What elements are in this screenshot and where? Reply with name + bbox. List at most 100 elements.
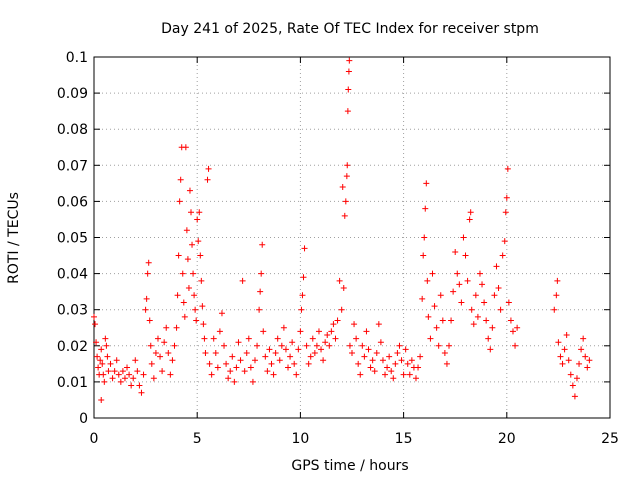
data-point (474, 313, 481, 320)
data-point (186, 187, 193, 194)
data-point (237, 357, 244, 364)
data-point (180, 299, 187, 306)
data-point (324, 331, 331, 338)
y-tick-label: 0.03 (57, 303, 88, 319)
data-point (332, 335, 339, 342)
data-point (365, 346, 372, 353)
data-point (369, 357, 376, 364)
x-tick-label: 20 (498, 431, 516, 447)
data-point (398, 357, 405, 364)
y-tick-label: 0.08 (57, 122, 88, 138)
data-point (460, 234, 467, 241)
data-point (420, 252, 427, 259)
data-point (503, 194, 510, 201)
data-point (175, 252, 182, 259)
data-point (274, 335, 281, 342)
data-point (313, 342, 320, 349)
data-point (322, 339, 329, 346)
y-tick-label: 0.04 (57, 267, 88, 283)
x-tick-label: 15 (395, 431, 413, 447)
data-point (514, 324, 521, 331)
data-point (216, 328, 223, 335)
data-point (205, 165, 212, 172)
data-point (94, 353, 101, 360)
data-point (173, 324, 180, 331)
data-point (270, 371, 277, 378)
data-point (280, 324, 287, 331)
data-point (582, 353, 589, 360)
data-point (493, 263, 500, 270)
data-point (563, 331, 570, 338)
data-point (384, 364, 391, 371)
data-point (446, 342, 453, 349)
data-point (182, 144, 189, 151)
data-point (472, 292, 479, 299)
data-point (101, 378, 108, 385)
data-point (392, 360, 399, 367)
data-point (196, 209, 203, 216)
data-point (443, 360, 450, 367)
data-point (297, 328, 304, 335)
data-point (256, 306, 263, 313)
y-tick-label: 0.05 (57, 231, 88, 247)
data-point (400, 371, 407, 378)
data-point (266, 346, 273, 353)
data-point (576, 360, 583, 367)
data-point (505, 299, 512, 306)
data-point (435, 342, 442, 349)
data-point (295, 346, 302, 353)
data-point (425, 313, 432, 320)
data-point (344, 108, 351, 115)
data-point (504, 165, 511, 172)
data-point (466, 216, 473, 223)
data-point (291, 360, 298, 367)
y-tick-label: 0.1 (66, 50, 88, 66)
data-point (102, 335, 109, 342)
y-tick-label: 0 (79, 411, 88, 427)
data-point (107, 360, 114, 367)
data-point (176, 198, 183, 205)
data-point (287, 353, 294, 360)
data-point (355, 360, 362, 367)
data-point (419, 295, 426, 302)
data-point (157, 353, 164, 360)
data-point (456, 281, 463, 288)
data-point (231, 378, 238, 385)
data-point (138, 389, 145, 396)
data-point (167, 371, 174, 378)
data-point (198, 277, 205, 284)
data-point (458, 299, 465, 306)
data-point (100, 371, 107, 378)
data-point (489, 324, 496, 331)
data-point (408, 357, 415, 364)
data-point (464, 277, 471, 284)
data-point (491, 292, 498, 299)
data-point (578, 346, 585, 353)
data-point (305, 360, 312, 367)
data-point (433, 324, 440, 331)
data-point (303, 342, 310, 349)
data-point (483, 317, 490, 324)
data-point (206, 360, 213, 367)
data-point (289, 339, 296, 346)
data-point (117, 378, 124, 385)
data-point (485, 335, 492, 342)
data-point (390, 375, 397, 382)
data-point (417, 353, 424, 360)
data-point (145, 259, 152, 266)
data-point (241, 368, 248, 375)
data-point (569, 382, 576, 389)
data-point (344, 162, 351, 169)
data-point (301, 245, 308, 252)
data-point (249, 378, 256, 385)
data-point (373, 350, 380, 357)
chart-title: Day 241 of 2025, Rate Of TEC Index for r… (161, 21, 539, 37)
data-point (429, 270, 436, 277)
data-point (402, 346, 409, 353)
data-point (115, 371, 122, 378)
data-point (245, 335, 252, 342)
data-point (202, 350, 209, 357)
data-point (311, 350, 318, 357)
data-point (184, 256, 191, 263)
